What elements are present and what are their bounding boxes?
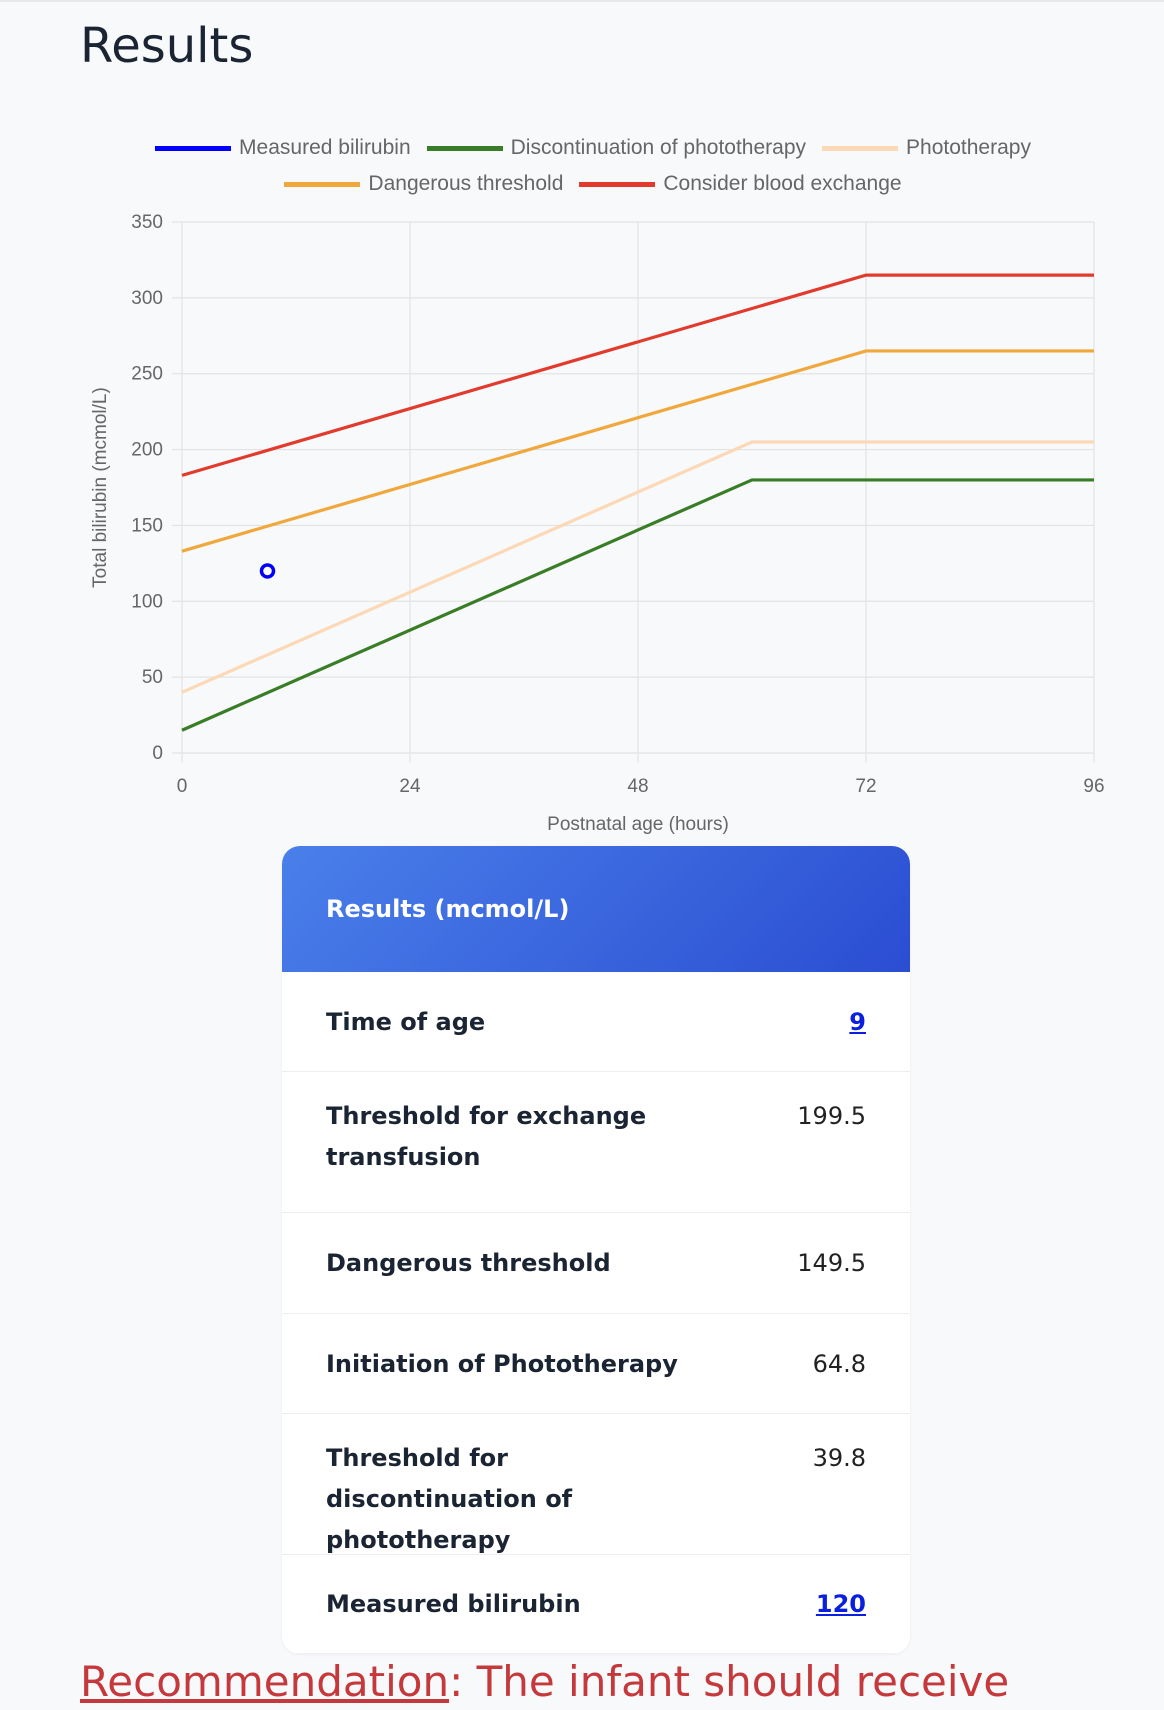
row-label: Initiation of Phototherapy [326, 1349, 678, 1378]
results-table: Time of age 9 Threshold for exchange trans… [282, 972, 910, 1654]
legend-label: Phototherapy [906, 136, 1031, 159]
x-tick-label: 72 [855, 776, 876, 797]
series-line [181, 478, 1094, 732]
legend-item: Dangerous threshold [284, 172, 563, 196]
row-value: 149.5 [797, 1249, 866, 1277]
row-value: 39.8 [812, 1444, 866, 1472]
legend-swatch [426, 145, 503, 151]
recommendation-label: Recommendation [80, 1657, 450, 1706]
series-line [181, 440, 1094, 694]
legend-swatch [822, 145, 899, 151]
row-value-link[interactable]: 9 [849, 1007, 866, 1036]
results-card: Results (mcmol/L) Time of age 9 Threshold … [282, 846, 910, 1654]
chart: 0 50 100 150 200 250 300 350 0 24 48 72 96 Postnatal … [90, 212, 1105, 835]
y-tick-label: 150 [131, 515, 163, 536]
y-tick-label: 350 [131, 212, 163, 233]
table-row: Time of age 9 [282, 972, 910, 1072]
table-row: Dangerous threshold 149.5 [282, 1213, 910, 1314]
table-row: Threshold for exchange transfusion 199.5 [282, 1072, 910, 1213]
table-row: Measured bilirubin 120 [282, 1555, 910, 1654]
recommendation: Recommendation: The infant should receiv… [80, 1654, 1009, 1710]
row-label: Threshold for discontinuation of phototh… [326, 1444, 573, 1554]
y-tick-label: 250 [131, 364, 163, 385]
y-tick-label: 0 [152, 743, 163, 764]
x-tick-label: 24 [399, 776, 421, 797]
row-label: Dangerous threshold [326, 1249, 611, 1277]
y-tick-label: 50 [142, 667, 163, 688]
legend-label: Discontinuation of phototherapy [510, 136, 807, 159]
legend-label: Dangerous threshold [368, 172, 564, 195]
row-label: Time of age [326, 1007, 486, 1036]
legend-swatch [155, 145, 232, 151]
x-axis-title: Postnatal age (hours) [547, 814, 729, 835]
row-label: Threshold for exchange transfusion [326, 1102, 647, 1171]
row-value-link[interactable]: 120 [815, 1590, 866, 1618]
data-point [259, 563, 276, 579]
row-label: Measured bilirubin [326, 1590, 581, 1618]
y-tick-label: 100 [131, 591, 163, 612]
y-tick-label: 300 [131, 288, 163, 309]
y-tick-label: 200 [131, 440, 163, 461]
recommendation-text: : The infant should receive [449, 1657, 1010, 1706]
legend-item: Consider blood exchange [579, 172, 902, 196]
legend-swatch [284, 181, 361, 187]
legend-item: Phototherapy [822, 136, 1031, 160]
y-axis-title: Total bilirubin (mcmol/L) [90, 387, 111, 588]
legend: Measured bilirubin Discontinuation of pho… [60, 136, 1126, 196]
series-line [181, 273, 1094, 477]
x-tick-label: 0 [177, 776, 188, 797]
legend-item: Measured bilirubin [155, 136, 411, 160]
x-tick-label: 96 [1083, 776, 1104, 797]
row-value: 64.8 [812, 1349, 866, 1378]
top-border [0, 0, 1164, 2]
legend-item: Discontinuation of phototherapy [426, 136, 807, 160]
card-title: Results (mcmol/L) [282, 846, 910, 972]
row-value: 199.5 [797, 1102, 866, 1130]
series-line [181, 349, 1094, 553]
legend-label: Consider blood exchange [663, 172, 902, 195]
legend-swatch [579, 181, 656, 187]
x-tick-label: 48 [627, 776, 648, 797]
page-title: Results [80, 18, 254, 74]
table-row: Initiation of Phototherapy 64.8 [282, 1314, 910, 1414]
table-row: Threshold for discontinuation of phototh… [282, 1414, 910, 1555]
legend-label: Measured bilirubin [239, 136, 411, 159]
